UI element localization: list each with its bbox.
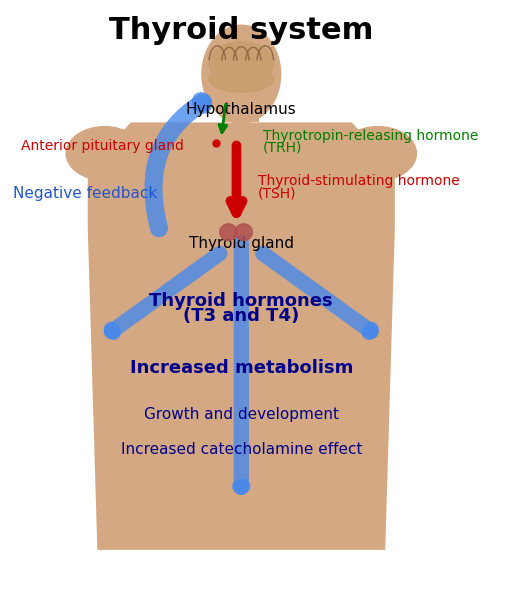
Ellipse shape — [209, 42, 273, 86]
Polygon shape — [88, 228, 395, 550]
FancyArrowPatch shape — [263, 253, 372, 332]
Text: Thyroid system: Thyroid system — [109, 16, 374, 46]
Ellipse shape — [66, 126, 143, 180]
Text: Negative feedback: Negative feedback — [13, 186, 157, 201]
Text: (TSH): (TSH) — [258, 186, 297, 201]
FancyArrowPatch shape — [240, 243, 243, 488]
Ellipse shape — [340, 126, 416, 180]
Polygon shape — [224, 97, 259, 122]
Text: Thyroid gland: Thyroid gland — [189, 236, 294, 251]
Text: Hypothalamus: Hypothalamus — [186, 102, 297, 117]
Ellipse shape — [220, 224, 237, 240]
Text: (TRH): (TRH) — [263, 140, 302, 155]
FancyArrowPatch shape — [153, 101, 203, 228]
Ellipse shape — [209, 65, 273, 92]
Text: Growth and development: Growth and development — [144, 407, 339, 422]
FancyArrowPatch shape — [111, 253, 220, 332]
Text: Thyroid-stimulating hormone: Thyroid-stimulating hormone — [258, 174, 460, 189]
Text: Anterior pituitary gland: Anterior pituitary gland — [21, 140, 184, 153]
Text: Thyrotropin-releasing hormone: Thyrotropin-releasing hormone — [263, 129, 478, 143]
Text: Increased metabolism: Increased metabolism — [130, 359, 353, 377]
Text: Increased catecholamine effect: Increased catecholamine effect — [121, 442, 362, 457]
Circle shape — [202, 25, 281, 123]
Text: (T3 and T4): (T3 and T4) — [183, 307, 299, 325]
Text: Thyroid hormones: Thyroid hormones — [150, 292, 333, 310]
Polygon shape — [88, 122, 395, 240]
Ellipse shape — [235, 224, 252, 240]
